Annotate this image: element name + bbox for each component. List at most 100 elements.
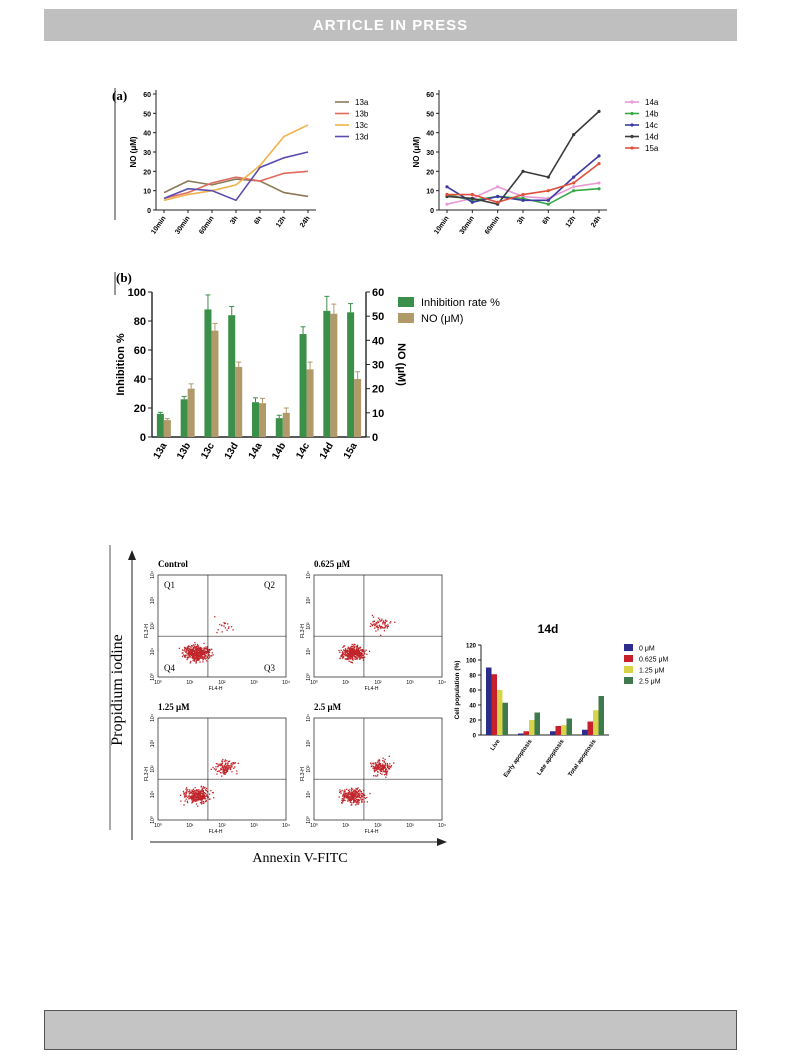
chart-title: 14d [538,622,559,636]
y-tick-label: 30 [143,150,151,157]
point-14a [496,185,500,189]
point-14c [445,185,449,189]
y-tick-label: 60 [469,689,476,695]
flow-x-arrowhead [437,838,447,846]
bar-Total apoptosis-0 μM [582,729,588,735]
flow-x-channel-label: FL4-H [365,829,379,835]
flow-panel-title: 2.5 μM [314,702,342,712]
left-y-tick-label: 40 [134,374,146,386]
flow-y-tick-label: 10³ [306,740,312,748]
flow-y-tick-label: 10⁴ [306,714,312,722]
bar-14d-inhibition [323,310,331,437]
right-y-tick-label: 10 [372,408,384,420]
bar-Early apoptosis-2.5 μM [534,712,540,735]
bar-13c-inhibition [204,309,212,437]
x-tick-label: 60min [198,215,215,236]
x-tick-label: 30min [174,215,191,236]
flow-x-tick-label: 10¹ [342,823,350,829]
bar-Total apoptosis-0.625 μM [587,721,593,735]
article-in-press-banner: ARTICLE IN PRESS [44,9,737,41]
flow-y-tick-label: 10¹ [150,791,156,799]
point-14c [572,175,576,179]
flow-x-axis-label: Annexin V-FITC [252,851,347,866]
x-tick-label: 12h [275,215,288,229]
bar-13b-no [187,388,195,437]
point-14c [597,154,601,158]
point-15a [546,189,550,193]
x-tick-label: Total apoptosis [568,738,598,778]
flow-x-tick-label: 10³ [406,823,414,829]
legend-label-15a: 15a [645,144,659,153]
flow-y-tick-label: 10¹ [150,648,156,656]
flow-y-tick-label: 10² [150,622,156,630]
flow-panel-title: 1.25 μM [158,702,190,712]
flow-y-tick-label: 10¹ [306,648,312,656]
point-15a [445,192,449,197]
legend-swatch-2 [624,666,633,673]
point-14d [546,175,550,179]
flow-x-tick-label: 10¹ [342,680,350,686]
legend-label-13c: 13c [355,121,368,130]
y-tick-label: 30 [426,150,434,157]
bar-13c-no [211,330,219,437]
y-tick-label: 40 [426,131,434,138]
right-y-tick-label: 50 [372,311,384,323]
y-tick-label: 80 [469,674,476,680]
y-tick-label: 60 [426,92,434,99]
y-tick-label: 10 [143,189,151,196]
left-y-tick-label: 80 [134,316,146,328]
series-line-13d [163,151,309,202]
point-14c [496,194,500,199]
y-tick-label: 20 [426,169,434,176]
point-14d [470,196,474,200]
y-tick-label: 0 [473,734,477,740]
flow-x-tick-label: 10² [374,823,382,829]
point-15a [496,200,500,204]
legend-label-14d: 14d [645,133,658,142]
bar-Early apoptosis-0 μM [518,733,524,735]
right-y-tick-label: 20 [372,384,384,396]
bar-13a-no [163,420,171,437]
bar-Live-2.5 μM [502,702,508,735]
quadrant-label-q1: Q1 [164,580,175,590]
y-tick-label: 10 [426,189,434,196]
flow-y-tick-label: 10³ [150,597,156,605]
footer-box [44,1010,737,1050]
legend-marker-14a [630,100,634,104]
legend-label-13a: 13a [355,98,369,107]
x-tick-label: 14a [247,441,265,461]
y-tick-label: 100 [466,659,477,665]
flow-y-channel-label: FL3-H [144,767,150,781]
left-y-tick-label: 0 [140,432,146,444]
flow-cytometry-panels: Propidium iodine Annexin V-FITC Control Q1 Q… [109,545,447,866]
quadrant-label-q2: Q2 [264,580,275,590]
point-15a [597,162,601,166]
legend-label-14a: 14a [645,98,659,107]
right-y-axis-label: NO (μM) [395,343,407,386]
point-14d [597,109,601,113]
flow-x-tick-label: 10¹ [186,823,194,829]
x-tick-label: 6h [542,215,552,226]
x-tick-label: 30min [459,215,476,236]
x-tick-label: 12h [565,215,578,229]
x-tick-label: 3h [229,215,239,226]
legend-label-13b: 13b [355,110,369,119]
x-tick-label: 24h [299,215,312,229]
flow-y-tick-label: 10⁰ [150,673,156,681]
legend-label-14b: 14b [645,110,659,119]
flow-y-channel-label: FL3-H [300,767,306,781]
flow-x-tick-label: 10³ [406,680,414,686]
legend-swatch-1 [398,313,414,323]
bar-14b-inhibition [275,418,283,437]
legend-label-3: 2.5 μM [639,679,661,686]
x-tick-label: 13b [175,441,193,461]
flow-x-channel-label: FL4-H [365,686,379,692]
banner-text: ARTICLE IN PRESS [312,16,469,34]
bar-13a-inhibition [156,413,164,437]
point-14b [546,202,550,206]
x-tick-label: Late apoptosis [536,738,566,777]
y-tick-label: 40 [469,704,476,710]
flow-dot-cloud [338,755,395,806]
flow-y-tick-label: 10² [306,765,312,773]
